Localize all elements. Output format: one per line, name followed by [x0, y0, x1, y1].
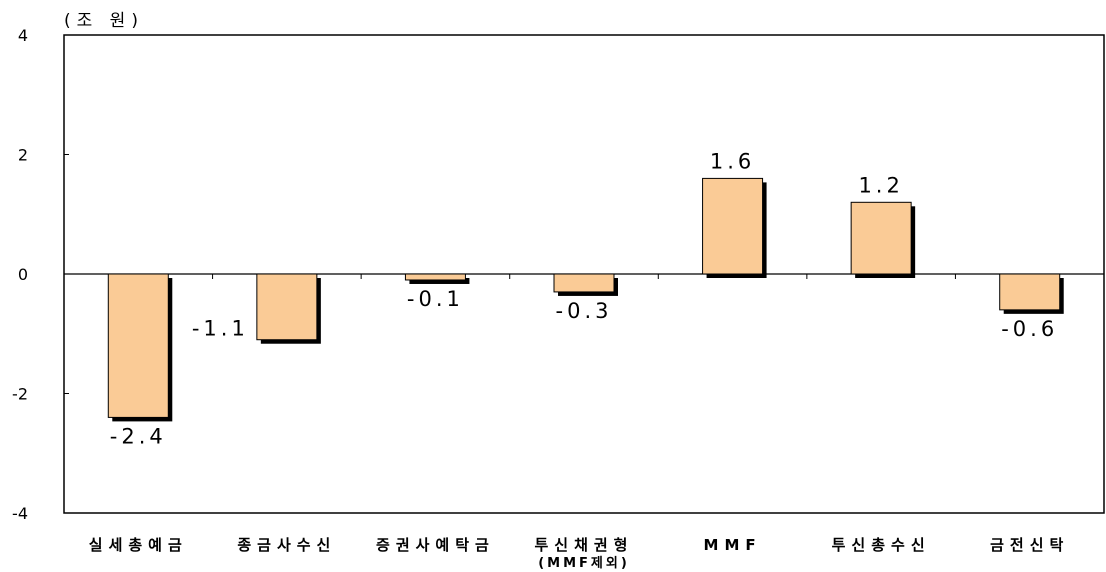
y-tick-label: 4: [18, 26, 28, 45]
x-category-label: (MMF제외): [538, 555, 630, 571]
bar: [107, 273, 169, 418]
y-tick-label: -2: [12, 385, 28, 404]
x-category-label: 종금사수신: [237, 536, 336, 554]
unit-label: (조 원): [64, 11, 144, 31]
x-category-label: 투신총수신: [832, 536, 931, 554]
data-label: 1.6: [710, 149, 755, 173]
bar-shadow: [409, 278, 470, 284]
y-tick-label: 2: [18, 146, 28, 165]
data-label: -0.6: [1001, 317, 1058, 341]
bar: [850, 201, 912, 275]
data-label: 1.2: [858, 173, 903, 197]
bar: [256, 273, 318, 341]
bar: [553, 273, 615, 293]
x-category-label: 투신채권형: [534, 536, 633, 554]
data-label: -0.3: [556, 299, 613, 323]
x-category-label: MMF: [704, 536, 762, 554]
x-category-label: 실세총예금: [89, 536, 188, 554]
bar: [404, 273, 466, 281]
x-category-label: 증권사예탁금: [376, 536, 495, 554]
data-label: -1.1: [192, 317, 249, 341]
bar: [999, 273, 1061, 311]
data-label: -2.4: [110, 424, 167, 448]
x-category-label: 금전신탁: [990, 536, 1069, 554]
data-label: -0.1: [407, 287, 464, 311]
y-tick-label: 0: [18, 265, 28, 284]
y-tick-label: -4: [12, 504, 28, 523]
bar: [702, 177, 764, 275]
